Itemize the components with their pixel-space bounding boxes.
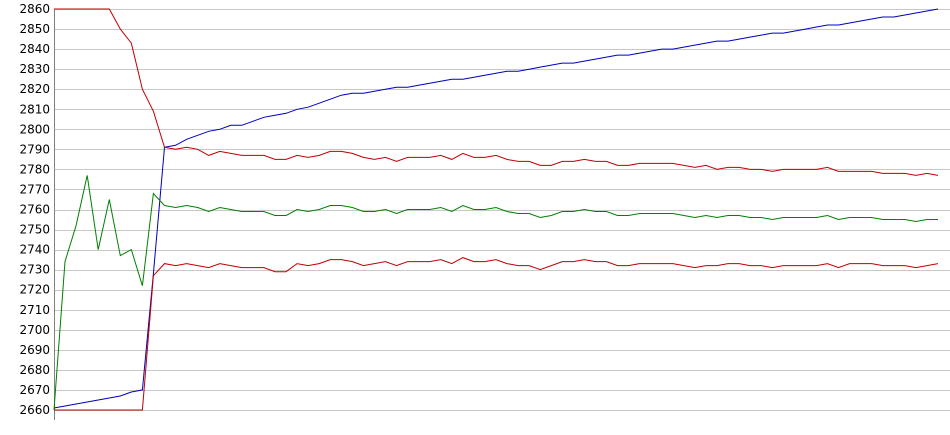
y-tick-label: 2820 — [19, 82, 50, 96]
series-line-4 — [54, 257, 939, 411]
y-tick-label: 2770 — [19, 182, 50, 196]
y-tick-label: 2710 — [19, 303, 50, 317]
y-axis-ticks: 2660 2670 2680 2690 2700 2710 2720 2730 2740 2750… — [19, 2, 50, 417]
y-tick-label: 2720 — [19, 283, 50, 297]
y-tick-label: 2810 — [19, 102, 50, 116]
y-tick-label: 2790 — [19, 142, 50, 156]
y-tick-label: 2800 — [19, 122, 50, 136]
y-tick-label: 2850 — [19, 22, 50, 36]
series-line-3 — [53, 175, 938, 411]
y-tick-label: 2730 — [19, 263, 50, 277]
y-tick-label: 2860 — [19, 2, 50, 16]
y-tick-label: 2830 — [19, 62, 50, 76]
y-tick-label: 2690 — [19, 343, 50, 357]
y-tick-label: 2750 — [19, 223, 50, 237]
y-tick-label: 2660 — [19, 403, 50, 417]
y-tick-label: 2840 — [19, 42, 50, 56]
y-tick-label: 2670 — [19, 383, 50, 397]
y-tick-label: 2740 — [19, 243, 50, 257]
y-tick-label: 2780 — [19, 162, 50, 176]
series-lines — [53, 8, 939, 411]
series-line-2 — [54, 8, 939, 176]
series-line-1 — [53, 8, 939, 409]
y-tick-label: 2760 — [19, 203, 50, 217]
y-tick-label: 2680 — [19, 363, 50, 377]
y-tick-label: 2700 — [19, 323, 50, 337]
